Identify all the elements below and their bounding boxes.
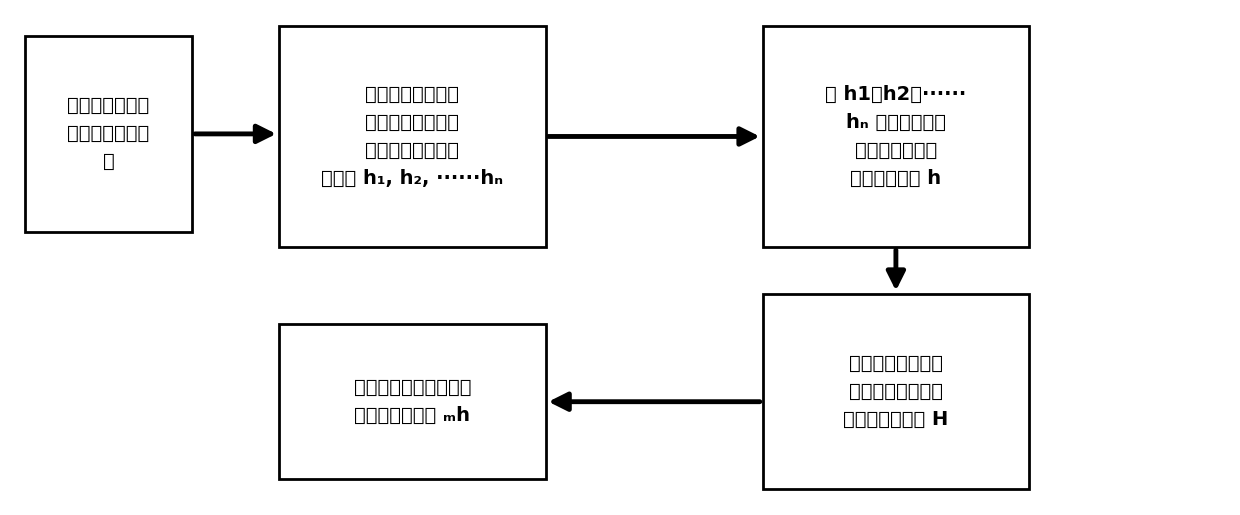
FancyBboxPatch shape <box>763 294 1029 489</box>
Text: 取 h1，h2，······
hₙ 的平均值或其
他反映其综合属
性的计算均值 h: 取 h1，h2，······ hₙ 的平均值或其 他反映其综合属 性的计算均值 … <box>826 85 966 188</box>
FancyBboxPatch shape <box>279 324 546 479</box>
FancyBboxPatch shape <box>279 26 546 247</box>
Text: 根据公式计算柔性作物
的高度测试结果 ₘh: 根据公式计算柔性作物 的高度测试结果 ₘh <box>353 378 471 425</box>
FancyBboxPatch shape <box>25 36 192 232</box>
Text: 查阅相关资料，确
定该柔性作物在生
长成熟时的高度 H: 查阅相关资料，确 定该柔性作物在生 长成熟时的高度 H <box>843 354 949 429</box>
FancyBboxPatch shape <box>763 26 1029 247</box>
Text: 在测试区域中选
取若干株柔性作
物: 在测试区域中选 取若干株柔性作 物 <box>67 96 150 171</box>
Text: 人工使用直尺等用
以测量高度的直接
或者间接工具测量
其高度 h₁, h₂, ······hₙ: 人工使用直尺等用 以测量高度的直接 或者间接工具测量 其高度 h₁, h₂, ·… <box>321 85 503 188</box>
